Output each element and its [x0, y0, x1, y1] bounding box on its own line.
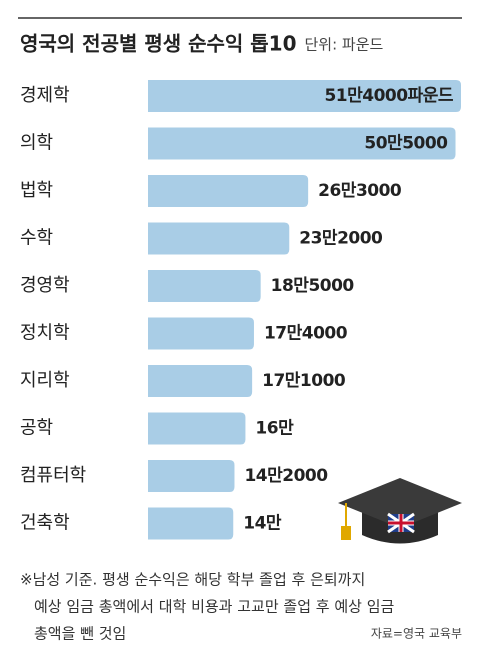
bar: [148, 222, 290, 255]
bar: [148, 317, 254, 350]
category-label: 지리학: [20, 370, 70, 391]
bar: [148, 270, 261, 302]
footnote: 총액을 뺀 것임: [34, 625, 126, 643]
value-label: 23만2000: [299, 229, 383, 249]
bar: [148, 80, 461, 112]
value-label: 18만5000: [271, 276, 355, 296]
value-label: 16만: [255, 419, 294, 439]
footnote: 예상 임금 총액에서 대학 비용과 고교만 졸업 후 예상 임금: [34, 598, 395, 616]
value-label: 51만4000파운드: [324, 86, 453, 106]
graduation-cap-icon: [338, 478, 462, 544]
value-label: 14만2000: [244, 466, 328, 486]
bar: [148, 460, 235, 492]
category-label: 법학: [20, 180, 53, 201]
chart-title: 영국의 전공별 평생 순수익 톱10: [20, 32, 296, 56]
category-label: 건축학: [20, 513, 70, 534]
category-label: 경영학: [20, 275, 70, 296]
bar: [148, 365, 253, 397]
source: 자료=영국 교육부: [371, 627, 462, 641]
bar: [148, 507, 234, 540]
category-label: 경제학: [20, 85, 70, 106]
category-label: 정치학: [20, 323, 70, 344]
category-label: 공학: [20, 418, 53, 439]
bar: [148, 175, 309, 207]
value-label: 50만5000: [364, 134, 448, 154]
value-label: 26만3000: [318, 181, 402, 201]
category-label: 컴퓨터학: [20, 465, 86, 486]
bar: [148, 127, 456, 160]
value-label: 17만1000: [262, 371, 346, 391]
category-label: 의학: [20, 133, 53, 154]
value-label: 14만: [243, 514, 282, 534]
unit-label: 단위: 파운드: [304, 36, 383, 54]
value-label: 17만4000: [264, 324, 348, 344]
bar: [148, 412, 246, 445]
category-label: 수학: [20, 228, 53, 249]
footnote: ※남성 기준. 평생 순수익은 해당 학부 졸업 후 은퇴까지: [20, 571, 365, 589]
